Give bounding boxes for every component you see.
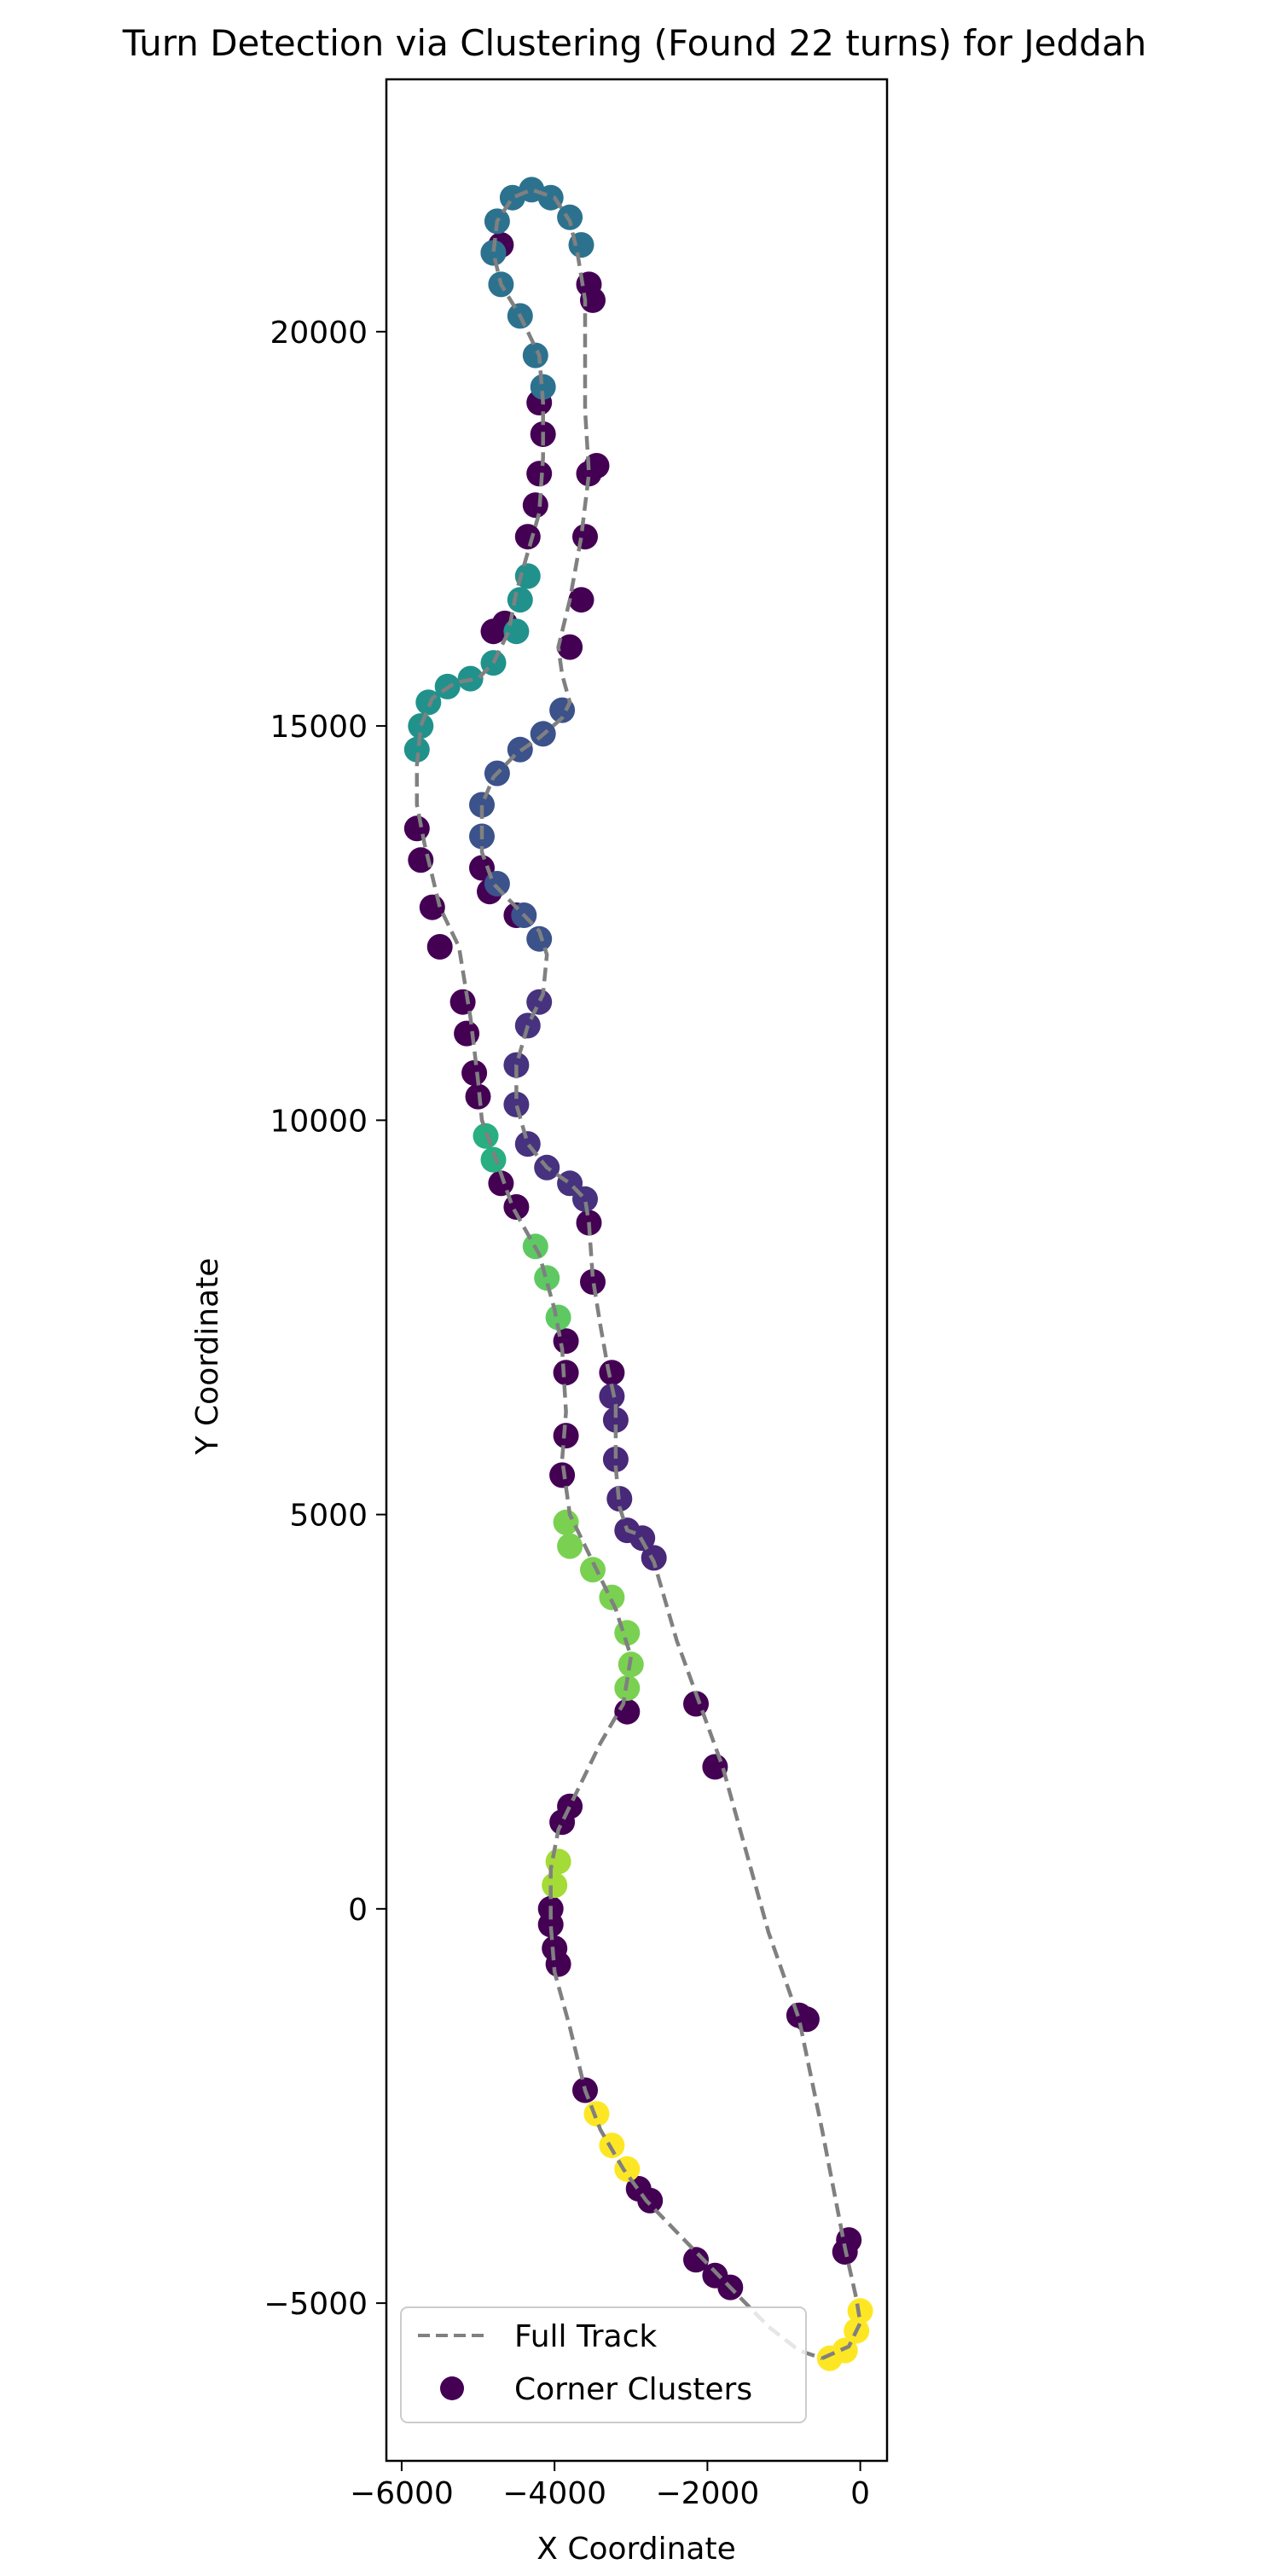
- cluster-point-7-7: [526, 989, 553, 1015]
- y-tick-label-2: 5000: [289, 1499, 368, 1534]
- cluster-point-0-32: [426, 934, 453, 960]
- legend-full-track-label: Full Track: [514, 2319, 657, 2354]
- cluster-point-0-13: [545, 1951, 571, 1977]
- x-tick-label-3: 0: [850, 2476, 870, 2511]
- cluster-18: [522, 1233, 571, 1331]
- cluster-point-0-43: [526, 461, 553, 487]
- cluster-point-0-35: [403, 815, 430, 842]
- cluster-point-0-18: [614, 1698, 641, 1725]
- cluster-point-13-1: [557, 204, 583, 230]
- cluster-5: [599, 1383, 667, 1571]
- cluster-point-0-27: [488, 1170, 514, 1197]
- cluster-19: [553, 1509, 644, 1701]
- cluster-point-13-6: [480, 240, 507, 266]
- y-axis-ticks: −5000 0 5000 10000 15000 20000: [264, 316, 386, 2322]
- cluster-point-10-4: [469, 792, 495, 818]
- cluster-point-13-9: [522, 342, 548, 368]
- cluster-point-0-19: [599, 1360, 625, 1386]
- y-tick-label-5: 20000: [270, 316, 368, 351]
- cluster-point-15-7: [514, 563, 541, 589]
- cluster-point-0-30: [454, 1020, 480, 1047]
- chart-title: Turn Detection via Clustering (Found 22 …: [122, 22, 1146, 64]
- cluster-point-0-46: [557, 634, 583, 660]
- cluster-point-0-48: [572, 524, 598, 550]
- legend: Full Track Corner Clusters: [400, 2306, 807, 2423]
- legend-box: [400, 2306, 807, 2423]
- cluster-point-16-1: [480, 1146, 507, 1173]
- cluster-point-0-15: [683, 1691, 709, 1717]
- y-axis-title: Y Coordinate: [190, 1258, 225, 1456]
- cluster-0: [403, 232, 862, 2300]
- cluster-20: [542, 1848, 571, 1899]
- cluster-point-19-3: [599, 1584, 625, 1610]
- cluster-point-0-33: [419, 894, 445, 920]
- cluster-point-0-17: [557, 1793, 583, 1819]
- cluster-point-18-1: [534, 1265, 560, 1291]
- cluster-point-5-5: [602, 1407, 629, 1433]
- y-tick-label-0: −5000: [264, 2287, 368, 2322]
- x-tick-label-1: −4000: [502, 2476, 606, 2511]
- cluster-point-19-0: [553, 1509, 579, 1535]
- x-tick-label-2: −2000: [656, 2476, 760, 2511]
- cluster-point-0-20: [580, 1268, 606, 1295]
- cluster-point-15-6: [403, 736, 430, 763]
- cluster-point-0-42: [522, 492, 548, 519]
- cluster-point-15-0: [503, 618, 530, 645]
- cluster-point-0-31: [449, 989, 476, 1015]
- cluster-point-0-47: [568, 587, 594, 613]
- cluster-point-0-6: [683, 2247, 709, 2273]
- cluster-point-19-2: [580, 1557, 606, 1583]
- cluster-7: [503, 989, 598, 1212]
- cluster-point-13-3: [519, 177, 545, 203]
- cluster-point-0-50: [583, 453, 610, 479]
- cluster-point-13-4: [499, 184, 525, 211]
- legend-corner-clusters-swatch: [440, 2376, 464, 2400]
- cluster-point-19-1: [557, 1533, 583, 1559]
- cluster-point-0-23: [553, 1360, 579, 1386]
- cluster-point-0-41: [514, 524, 541, 550]
- cluster-point-10-0: [526, 925, 553, 952]
- cluster-point-15-4: [415, 689, 442, 716]
- cluster-point-22-1: [599, 2132, 625, 2159]
- y-tick-label-4: 15000: [270, 710, 368, 745]
- y-tick-label-1: 0: [348, 1893, 368, 1928]
- cluster-15: [403, 563, 541, 763]
- cluster-point-7-4: [503, 1091, 530, 1117]
- cluster-point-0-25: [549, 1462, 576, 1488]
- y-tick-label-3: 10000: [270, 1104, 368, 1139]
- cluster-point-5-0: [641, 1545, 667, 1571]
- cluster-10: [469, 697, 576, 952]
- plot-marks: [403, 177, 873, 2371]
- cluster-16: [473, 1123, 507, 1173]
- cluster-point-22-2: [614, 2155, 641, 2182]
- x-axis-title: X Coordinate: [536, 2532, 735, 2567]
- cluster-point-5-4: [602, 1446, 629, 1472]
- cluster-point-22-0: [583, 2101, 610, 2127]
- cluster-point-5-6: [599, 1383, 625, 1409]
- cluster-point-20-0: [542, 1872, 568, 1899]
- cluster-point-13-10: [530, 374, 556, 400]
- x-tick-label-0: −6000: [350, 2476, 454, 2511]
- cluster-point-18-2: [545, 1304, 571, 1331]
- cluster-point-0-5: [702, 2262, 728, 2289]
- x-axis-ticks: −6000 −4000 −2000 0: [350, 2461, 870, 2511]
- cluster-point-0-34: [408, 847, 434, 873]
- full-track-line: [415, 188, 862, 2360]
- cluster-point-15-5: [408, 713, 434, 740]
- cluster-point-0-29: [461, 1059, 488, 1086]
- cluster-point-15-8: [507, 587, 533, 613]
- legend-corner-clusters-label: Corner Clusters: [514, 2372, 752, 2407]
- plot-area-frame: [385, 78, 889, 2463]
